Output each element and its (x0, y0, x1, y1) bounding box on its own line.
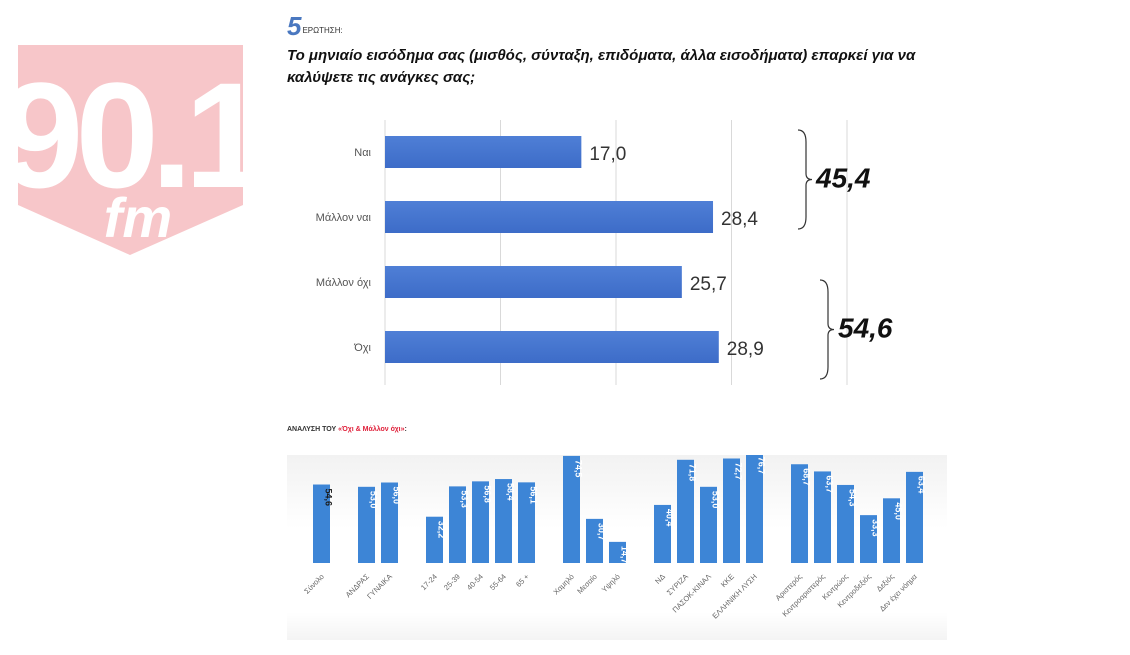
value-label: 53,0 (711, 491, 721, 509)
category-label: 25-39 (442, 572, 462, 592)
category-label: ΝΔ (653, 572, 667, 586)
subtitle-prefix: ΑΝΑΛΥΣΗ ΤΟΥ (287, 426, 339, 433)
value-label: 54,3 (848, 489, 858, 507)
category-label: Μάλλον ναι (316, 212, 372, 224)
logo-shield (18, 45, 243, 255)
bar (791, 464, 808, 563)
bar (385, 266, 682, 298)
logo-number: 90.1 (18, 51, 243, 219)
bar (385, 136, 582, 168)
category-label: Μεσαίο (575, 572, 599, 596)
bar (385, 331, 719, 363)
category-label: 65 + (514, 572, 531, 589)
category-label: ΓΥΝΑΙΚΑ (365, 572, 394, 601)
question-number: 5 (287, 11, 302, 41)
bar (723, 458, 740, 563)
bar (837, 484, 854, 563)
value-label: 58,4 (506, 483, 516, 501)
bar (495, 479, 512, 563)
category-label: Ναι (354, 147, 371, 159)
category-label: 40-54 (465, 572, 485, 592)
value-label: 14,7 (620, 546, 630, 564)
bar (586, 518, 603, 563)
bar (518, 482, 535, 563)
subtitle-highlight: «Όχι & Μάλλον όχι» (338, 426, 405, 433)
question-header: 5 ΕΡΩΤΗΣΗ: (287, 11, 343, 41)
breakdown-subtitle: ΑΝΑΛΥΣΗ ΤΟΥ «Όχι & Μάλλον όχι»: (287, 426, 407, 433)
value-label: 71,8 (688, 464, 698, 482)
value-label: 74,5 (574, 460, 584, 478)
value-label: 63,4 (917, 476, 927, 494)
bar (472, 481, 489, 563)
question-label: ΕΡΩΤΗΣΗ: (302, 26, 343, 35)
category-label: Όχι (353, 342, 371, 354)
group-brace (819, 279, 835, 380)
value-label: 33,3 (871, 519, 881, 537)
bar (677, 459, 694, 563)
value-label: 32,2 (437, 521, 447, 539)
bar (654, 504, 671, 563)
bottom-bar-chart: 54,6Σύνολο53,0ΑΝΔΡΑΣ56,0ΓΥΝΑΙΚΑ32,217-24… (302, 455, 927, 621)
value-label: 45,0 (894, 502, 904, 520)
top-bar-chart: Ναι 17,0 Μάλλον ναι 28,4 Μάλλον όχι 25,7 Όχι 28… (316, 120, 893, 385)
category-label: 55-64 (488, 572, 508, 592)
category-label: Μάλλον όχι (316, 277, 372, 289)
value-label: 72,7 (734, 462, 744, 480)
value-label: 53,0 (369, 491, 379, 509)
category-label: ΚΚΕ (719, 572, 736, 589)
bar (609, 541, 626, 563)
bar (449, 486, 466, 563)
category-label: Δεξιός (875, 572, 897, 594)
category-label: Χαμηλό (551, 572, 575, 596)
bar (860, 515, 877, 563)
value-label: 56,0 (392, 487, 402, 505)
bar (700, 486, 717, 563)
value-label: 68,7 (802, 468, 812, 486)
bar (385, 201, 714, 233)
category-label: Σύνολο (302, 572, 326, 596)
bar (381, 482, 398, 563)
bar (358, 486, 375, 563)
bar (883, 498, 900, 563)
value-label: 28,9 (727, 339, 764, 360)
bar (313, 484, 330, 563)
bar (426, 516, 443, 563)
value-label: 54,6 (324, 489, 334, 507)
category-label: 17-24 (419, 572, 439, 592)
question-title: Το μηνιαίο εισόδημα σας (μισθός, σύνταξη… (287, 47, 916, 86)
value-label: 63,7 (825, 475, 835, 493)
value-label: 56,8 (483, 485, 493, 503)
radio-logo: 90.1 fm (18, 45, 243, 255)
bar (563, 455, 580, 563)
value-label: 56,1 (529, 486, 539, 504)
value-label: 40,4 (665, 509, 675, 527)
category-label: Υψηλό (600, 572, 622, 594)
group-brace (797, 129, 813, 230)
bar (746, 455, 763, 563)
logo-suffix: fm (104, 186, 172, 249)
value-label: 25,7 (690, 274, 727, 295)
subtitle-suffix: : (404, 426, 407, 433)
group-total-label: 54,6 (838, 313, 893, 344)
value-label: 30,7 (597, 523, 607, 541)
value-label: 17,0 (589, 144, 626, 165)
value-label: 76,7 (757, 457, 767, 475)
group-total-label: 45,4 (815, 163, 871, 194)
bar (906, 471, 923, 563)
value-label: 28,4 (721, 209, 758, 230)
value-label: 53,3 (460, 490, 470, 508)
bar (814, 471, 831, 563)
